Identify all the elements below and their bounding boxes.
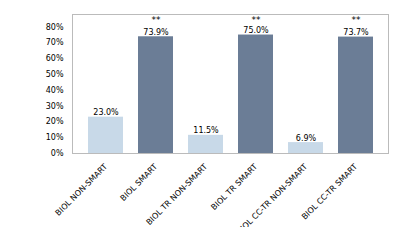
svg-text:BIOL CC-TR NON-SMART: BIOL CC-TR NON-SMART: [235, 162, 309, 227]
svg-text:20%: 20%: [46, 117, 64, 126]
svg-text:70%: 70%: [46, 38, 64, 47]
svg-text:11.5%: 11.5%: [193, 126, 219, 135]
svg-text:BIOL NON-SMART: BIOL NON-SMART: [54, 162, 110, 218]
svg-text:73.9%: 73.9%: [143, 28, 169, 37]
svg-text:75.0%: 75.0%: [243, 26, 269, 35]
svg-text:10%: 10%: [46, 133, 64, 142]
svg-text:0%: 0%: [51, 149, 64, 158]
svg-text:**: **: [152, 15, 162, 25]
svg-text:60%: 60%: [46, 54, 64, 63]
svg-text:80%: 80%: [46, 23, 64, 32]
svg-text:BIOL TR SMART: BIOL TR SMART: [209, 162, 259, 212]
svg-text:23.0%: 23.0%: [93, 108, 119, 117]
svg-text:6.9%: 6.9%: [296, 134, 317, 143]
svg-text:BIOL SMART: BIOL SMART: [119, 162, 160, 203]
svg-text:40%: 40%: [46, 86, 64, 95]
svg-text:73.7%: 73.7%: [343, 28, 369, 37]
svg-text:BIOL CC-TR SMART: BIOL CC-TR SMART: [300, 162, 359, 221]
svg-text:**: **: [352, 15, 362, 25]
svg-text:BIOL TR NON-SMART: BIOL TR NON-SMART: [144, 162, 209, 227]
svg-text:**: **: [252, 15, 262, 25]
svg-text:30%: 30%: [46, 102, 64, 111]
svg-text:50%: 50%: [46, 70, 64, 79]
